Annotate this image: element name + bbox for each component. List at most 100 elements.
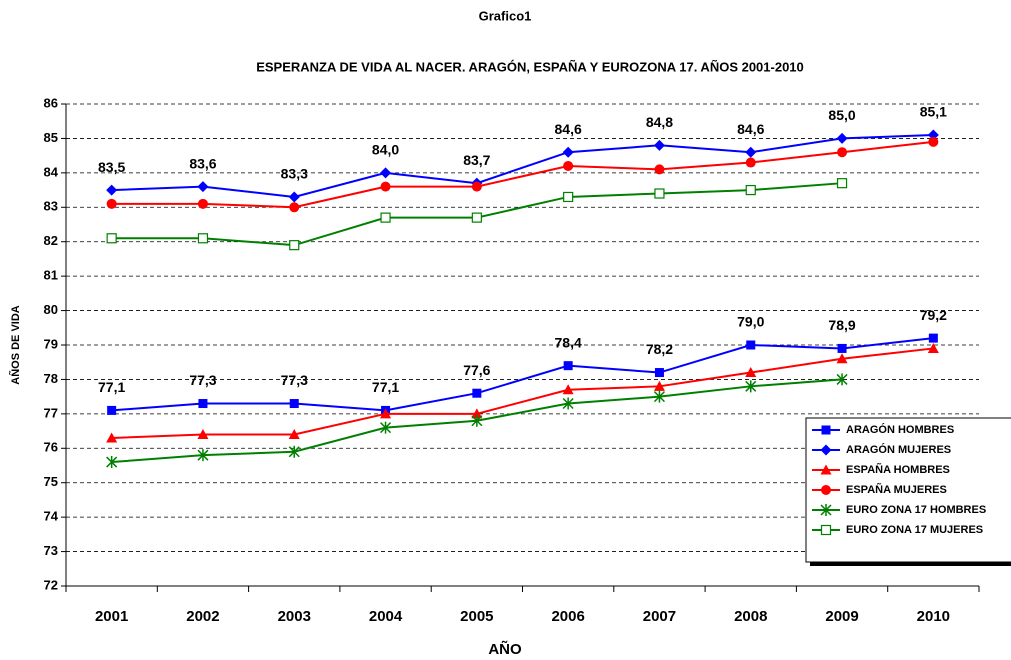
y-tick-label: 75 <box>44 474 58 489</box>
marker <box>928 136 939 147</box>
marker <box>653 380 665 391</box>
marker <box>380 421 392 434</box>
marker <box>197 198 208 209</box>
marker <box>380 181 391 192</box>
data-label: 84,8 <box>646 114 673 130</box>
marker <box>745 367 757 378</box>
data-label: 84,6 <box>737 121 764 137</box>
data-label: 84,0 <box>372 142 399 158</box>
data-label: 79,2 <box>920 307 947 323</box>
marker <box>837 147 848 158</box>
marker <box>563 191 574 203</box>
marker <box>197 181 209 193</box>
marker <box>197 429 209 440</box>
marker <box>653 390 665 403</box>
marker <box>289 202 300 213</box>
data-label: 83,5 <box>98 159 125 175</box>
x-tick-label: 2006 <box>551 608 584 625</box>
legend-label: ESPAÑA HOMBRES <box>846 463 950 476</box>
y-tick-label: 80 <box>44 302 58 317</box>
y-tick-label: 78 <box>44 371 58 386</box>
marker <box>820 444 832 456</box>
y-tick-label: 85 <box>44 130 58 145</box>
data-label: 79,0 <box>737 314 764 330</box>
marker <box>836 178 848 189</box>
marker <box>380 167 392 179</box>
series-line <box>111 347 934 439</box>
marker <box>745 380 757 393</box>
marker <box>472 388 482 398</box>
x-tick-label: 2002 <box>186 608 219 625</box>
data-label: 77,6 <box>463 362 490 378</box>
data-label: 85,1 <box>920 104 947 120</box>
marker <box>836 353 848 364</box>
legend: ARAGÓN HOMBRES ARAGÓN MUJERES ESPAÑA HOMBR… <box>805 417 1011 566</box>
marker <box>380 408 392 419</box>
data-label: 77,1 <box>372 379 399 395</box>
y-tick-label: 83 <box>44 199 58 214</box>
marker <box>745 157 756 168</box>
marker <box>106 432 118 443</box>
y-tick-label: 77 <box>44 405 58 420</box>
x-tick-label: 2003 <box>278 608 311 625</box>
x-tick-label: 2001 <box>95 608 128 625</box>
marker <box>562 397 574 410</box>
marker <box>820 504 832 516</box>
marker <box>471 181 482 192</box>
y-tick-label: 73 <box>44 543 58 558</box>
y-tick-label: 72 <box>44 577 58 592</box>
marker <box>288 429 300 440</box>
y-tick-label: 76 <box>44 440 58 455</box>
marker <box>654 368 664 378</box>
marker <box>821 485 831 495</box>
marker <box>380 212 391 223</box>
marker <box>745 184 756 196</box>
marker <box>562 146 574 158</box>
marker <box>198 399 208 409</box>
marker <box>562 384 574 395</box>
marker <box>928 333 938 343</box>
marker <box>197 449 209 462</box>
marker <box>106 198 117 209</box>
marker <box>837 343 847 353</box>
marker <box>288 191 300 203</box>
marker <box>289 399 299 409</box>
marker <box>471 414 483 427</box>
legend-label: EURO ZONA 17 HOMBRES <box>846 504 986 516</box>
marker <box>745 146 757 158</box>
x-tick-label: 2007 <box>643 608 676 625</box>
y-tick-label: 79 <box>44 336 58 351</box>
data-label: 83,3 <box>281 166 308 182</box>
data-label: 84,6 <box>555 121 582 137</box>
data-label: 77,1 <box>98 379 125 395</box>
data-label: 85,0 <box>828 107 855 123</box>
marker <box>289 240 300 251</box>
series-line <box>111 337 934 412</box>
x-tick-label: 2008 <box>734 608 767 625</box>
legend-label: ESPAÑA MUJERES <box>846 483 947 496</box>
y-tick-label: 84 <box>44 164 59 179</box>
data-label: 78,4 <box>555 334 582 350</box>
marker <box>288 445 300 458</box>
series-line <box>111 133 934 198</box>
data-label: 83,7 <box>463 152 490 168</box>
y-tick-label: 81 <box>44 268 58 283</box>
chart-subtitle: ESPERANZA DE VIDA AL NACER. ARAGÓN, ESPA… <box>256 59 804 74</box>
marker <box>836 132 848 144</box>
data-label: 83,6 <box>189 155 216 171</box>
x-tick-label: 2004 <box>369 608 403 625</box>
marker <box>821 425 831 435</box>
marker <box>106 184 118 196</box>
marker <box>107 405 117 415</box>
x-tick-label: 2005 <box>460 608 493 625</box>
marker <box>471 212 482 223</box>
marker <box>197 233 209 244</box>
chart-title: Grafico1 <box>479 8 532 23</box>
legend-box <box>805 417 1011 563</box>
marker <box>653 139 665 151</box>
x-tick-label: 2010 <box>917 608 950 625</box>
marker <box>654 164 665 175</box>
marker <box>746 340 756 350</box>
marker <box>563 361 573 371</box>
marker <box>820 464 832 475</box>
